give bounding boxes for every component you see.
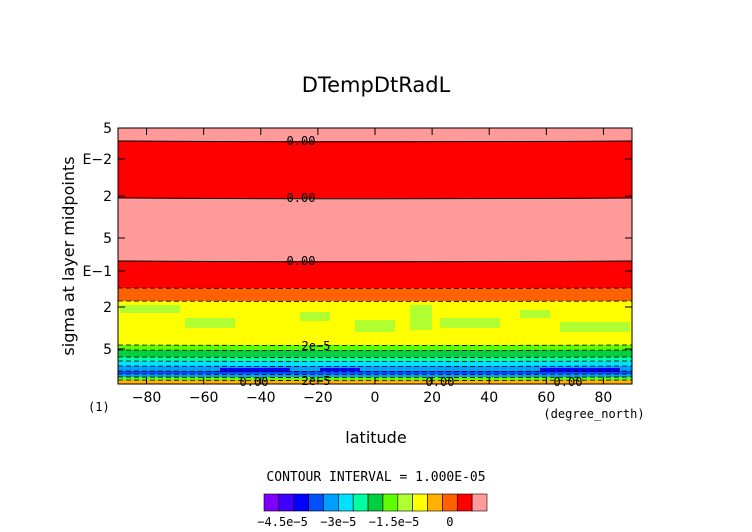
contour-band — [118, 198, 632, 261]
contour-interval-text: CONTOUR INTERVAL = 1.000E-05 — [266, 470, 485, 485]
contour-line — [117, 370, 633, 372]
corner-label: (1) — [88, 400, 110, 414]
contour-label: 2e−5 — [302, 339, 331, 353]
colorbar: −4.5e−5 −3e−5 −1.5e−5 0 — [257, 493, 488, 529]
y-axis-ticks: 5 E−2 2 5 E−1 2 5 — [83, 121, 632, 358]
chart-title: DTempDtRadL — [302, 73, 451, 97]
colorbar-tick-label: 0 — [446, 515, 453, 529]
x-tick-label: −60 — [189, 390, 219, 406]
x-tick-label: −40 — [246, 390, 276, 406]
colorbar-swatch — [427, 493, 443, 512]
contour-label: 0.00 — [287, 254, 316, 268]
contour-field — [118, 128, 632, 384]
colorbar-tick-label: −3e−5 — [320, 515, 356, 529]
y-axis-label: sigma at layer midpoints — [59, 156, 78, 355]
contour-line — [117, 260, 633, 263]
contour-patch — [520, 310, 550, 318]
colorbar-swatch — [382, 493, 399, 512]
contour-band — [118, 288, 632, 301]
x-tick-label: 80 — [595, 390, 613, 406]
contour-patch — [320, 368, 360, 371]
y-tick-label: 5 — [103, 121, 112, 137]
y-tick-label: 2 — [103, 189, 112, 205]
x-axis-unit: (degree_north) — [543, 407, 644, 421]
contour-line — [117, 300, 633, 302]
y-tick-label: 2 — [103, 300, 112, 316]
y-tick-label: E−2 — [83, 152, 112, 168]
colorbar-swatch — [367, 493, 384, 512]
contour-line — [117, 373, 633, 375]
contour-labels: 0.00 0.00 0.00 2e−5 2e−5 0.00 0.00 0.00 — [240, 134, 583, 389]
colorbar-swatch — [352, 493, 369, 512]
contour-band — [118, 141, 632, 198]
contour-band — [118, 261, 632, 288]
contour-line — [117, 356, 633, 358]
contour-band — [118, 361, 632, 366]
colorbar-swatch — [397, 493, 413, 512]
colorbar-swatch — [263, 493, 280, 512]
x-tick-label: −80 — [132, 390, 162, 406]
colorbar-swatch — [338, 493, 354, 512]
contour-label: 0.00 — [554, 375, 583, 389]
contour-band — [118, 345, 632, 350]
y-tick-label: E−1 — [83, 264, 112, 280]
contour-label: 0.00 — [287, 134, 316, 148]
contour-patch — [440, 318, 500, 328]
x-axis-label: latitude — [345, 428, 406, 447]
contour-patch — [410, 305, 432, 330]
colorbar-swatch — [293, 493, 309, 512]
contour-patch — [540, 368, 620, 372]
colorbar-swatch — [442, 493, 458, 512]
colorbar-tick-label: −4.5e−5 — [257, 515, 308, 529]
x-tick-label: 20 — [423, 390, 441, 406]
contour-patch — [355, 320, 395, 332]
contour-patch — [560, 322, 630, 332]
contour-line — [117, 360, 633, 362]
x-tick-label: 40 — [480, 390, 498, 406]
y-tick-label: 5 — [103, 231, 112, 247]
colorbar-swatch — [278, 493, 295, 512]
contour-line — [117, 287, 633, 289]
colorbar-swatch — [308, 493, 324, 512]
contour-lines — [117, 140, 633, 381]
contour-label: 2e−5 — [302, 374, 331, 388]
contour-line — [117, 344, 633, 346]
x-tick-label: 0 — [371, 390, 380, 406]
x-axis-ticks: −80 −60 −40 −20 0 20 40 60 80 — [132, 128, 613, 406]
contour-label: 0.00 — [240, 375, 269, 389]
x-tick-label: −20 — [303, 390, 333, 406]
colorbar-tick-label: −1.5e−5 — [369, 515, 420, 529]
contour-patch — [220, 368, 290, 372]
colorbar-swatch — [323, 493, 339, 512]
colorbar-swatch — [456, 493, 473, 512]
colorbar-swatch — [471, 493, 488, 512]
contour-line — [117, 349, 633, 351]
contour-line — [117, 365, 633, 367]
contour-band — [118, 357, 632, 361]
contour-band — [118, 366, 632, 371]
contour-line — [117, 140, 633, 143]
y-tick-label: 5 — [103, 342, 112, 358]
contour-label: 0.00 — [287, 191, 316, 205]
contour-patch — [300, 312, 330, 321]
contour-line — [117, 197, 633, 200]
x-tick-label: 60 — [537, 390, 555, 406]
contour-label: 0.00 — [426, 375, 455, 389]
contour-band — [118, 350, 632, 357]
contour-band — [118, 374, 632, 377]
contour-band — [118, 371, 632, 374]
contour-patch — [120, 305, 180, 313]
contour-patch — [185, 318, 235, 328]
colorbar-swatch — [412, 493, 428, 512]
